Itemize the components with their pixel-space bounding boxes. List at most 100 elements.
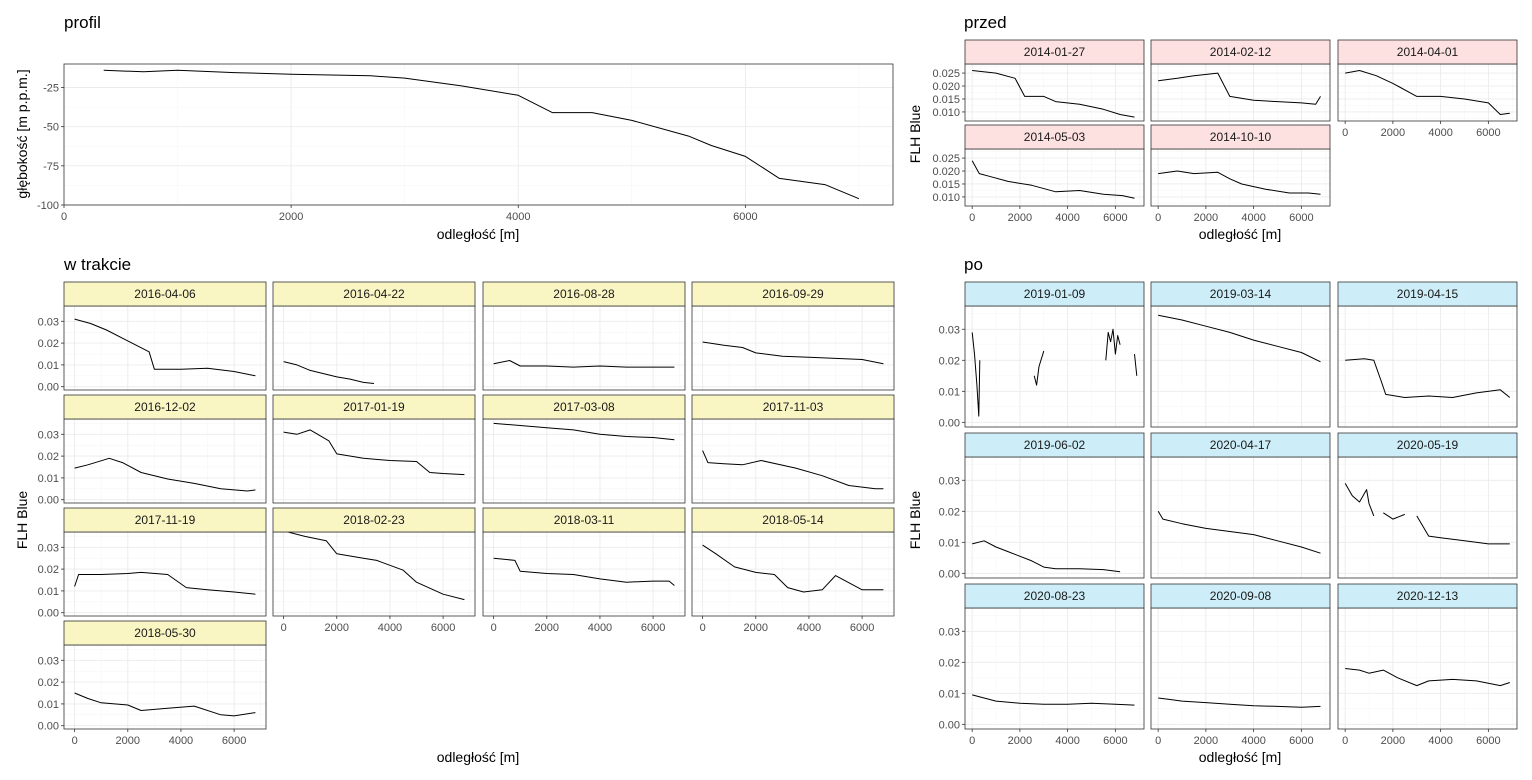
x-tick-label: 2000 bbox=[116, 735, 140, 747]
y-tick-label: 0.010 bbox=[932, 107, 960, 119]
facet-strip: 2016-08-28 bbox=[482, 281, 686, 307]
x-tick-label: 6000 bbox=[1103, 212, 1127, 224]
x-tick-label: 4000 bbox=[169, 735, 193, 747]
facet-panel: 2020-05-19 bbox=[1337, 432, 1518, 579]
strip-box bbox=[691, 507, 895, 533]
y-tick-label: 0.02 bbox=[939, 355, 960, 367]
panel-background bbox=[64, 306, 266, 390]
facet-strip: 2016-12-02 bbox=[63, 394, 267, 420]
x-tick-label: 6000 bbox=[641, 622, 665, 634]
x-tick-label: 6000 bbox=[1289, 735, 1313, 747]
panel-background bbox=[1338, 608, 1517, 729]
strip-label: 2017-11-03 bbox=[763, 400, 824, 414]
y-tick-label: 0.00 bbox=[38, 608, 59, 620]
facet-strip: 2016-04-06 bbox=[63, 281, 267, 307]
y-tick-label: -75 bbox=[43, 161, 59, 173]
facet-panel: 2018-05-14 0 2000 4000 6000 bbox=[691, 507, 895, 634]
facet-strip: 2014-10-10 bbox=[1150, 124, 1331, 150]
strip-label: 2018-03-11 bbox=[554, 513, 615, 527]
chart-title: po bbox=[964, 255, 983, 274]
y-tick-label: 0.00 bbox=[939, 417, 960, 429]
panel-background bbox=[1151, 608, 1330, 729]
x-tick-label: 2000 bbox=[1381, 127, 1405, 139]
series-line bbox=[1157, 511, 1321, 554]
y-axis-title: FLH Blue bbox=[907, 491, 923, 550]
y-tick-label: 0.03 bbox=[38, 655, 59, 667]
panel-background bbox=[692, 532, 894, 616]
series-line bbox=[493, 360, 675, 368]
strip-label: 2019-03-14 bbox=[1210, 287, 1272, 301]
x-tick-label: 0 bbox=[1342, 127, 1348, 139]
series-line bbox=[972, 70, 1135, 118]
strip-box bbox=[1337, 432, 1518, 458]
x-tick-label: 6000 bbox=[1476, 127, 1500, 139]
strip-box bbox=[691, 394, 895, 420]
facet-strip: 2014-01-27 bbox=[964, 39, 1145, 65]
facet-panel: 2018-02-23 0 2000 4000 6000 bbox=[272, 507, 476, 634]
series-line bbox=[702, 341, 884, 365]
y-tick-label: 0.01 bbox=[38, 360, 59, 372]
strip-label: 2016-09-29 bbox=[762, 287, 824, 301]
strip-box bbox=[482, 507, 686, 533]
x-tick-label: 4000 bbox=[378, 622, 402, 634]
series-line bbox=[1158, 170, 1321, 195]
strip-label: 2019-06-02 bbox=[1024, 438, 1086, 452]
series-line bbox=[283, 429, 465, 476]
facet-strip: 2020-05-19 bbox=[1337, 432, 1518, 458]
strip-label: 2020-08-23 bbox=[1024, 589, 1086, 603]
y-axis-title: głębokość [m p.p.m.] bbox=[14, 69, 30, 198]
y-tick-label: 0.02 bbox=[939, 506, 960, 518]
strip-box bbox=[482, 281, 686, 307]
chart-title: przed bbox=[964, 13, 1007, 32]
facet-strip: 2020-09-08 bbox=[1150, 583, 1331, 609]
x-tick-label: 0 bbox=[61, 211, 67, 223]
y-tick-label: 0.00 bbox=[38, 382, 59, 394]
x-tick-label: 6000 bbox=[222, 735, 246, 747]
y-tick-label: -25 bbox=[43, 83, 59, 95]
strip-label: 2016-04-22 bbox=[343, 287, 405, 301]
strip-label: 2016-08-28 bbox=[553, 287, 615, 301]
y-tick-label: 0.00 bbox=[38, 495, 59, 507]
y-tick-label: 0.02 bbox=[38, 338, 59, 350]
x-tick-label: 4000 bbox=[1428, 127, 1452, 139]
strip-box bbox=[1337, 583, 1518, 609]
facet-panel: 2014-10-10 0 2000 4000 6000 bbox=[1150, 124, 1331, 224]
series-line bbox=[74, 692, 256, 717]
strip-box bbox=[964, 432, 1145, 458]
facet-panel: 2019-01-09 0.00 0.01 0.02 0.03 bbox=[939, 281, 1145, 429]
series-line bbox=[1345, 358, 1511, 398]
y-tick-label: 0.02 bbox=[38, 451, 59, 463]
panel-background bbox=[273, 306, 475, 390]
facet-panel: 2020-04-17 bbox=[1150, 432, 1331, 579]
strip-box bbox=[272, 507, 476, 533]
strip-box bbox=[1150, 583, 1331, 609]
facet-strip: 2019-03-14 bbox=[1150, 281, 1331, 307]
x-tick-label: 4000 bbox=[1241, 212, 1265, 224]
series-line bbox=[972, 694, 1135, 706]
y-tick-label: 0.00 bbox=[939, 568, 960, 580]
strip-box bbox=[63, 281, 267, 307]
series-line bbox=[972, 540, 1121, 573]
chart-przed: przed2014-01-270.0100.0150.0200.0252014-… bbox=[907, 13, 1518, 242]
x-tick-label: 2000 bbox=[325, 622, 349, 634]
facet-panel: 2020-09-08 0 2000 4000 6000 bbox=[1150, 583, 1331, 747]
facet-strip: 2019-04-15 bbox=[1337, 281, 1518, 307]
strip-label: 2017-01-19 bbox=[343, 400, 405, 414]
panel-background bbox=[1151, 306, 1330, 427]
y-tick-label: 0.01 bbox=[939, 537, 960, 549]
y-tick-label: 0.010 bbox=[932, 192, 960, 204]
x-tick-label: 4000 bbox=[1055, 212, 1079, 224]
y-tick-label: 0.03 bbox=[939, 626, 960, 638]
x-tick-label: 4000 bbox=[588, 622, 612, 634]
chart-title: w trakcie bbox=[63, 255, 131, 274]
x-tick-label: 0 bbox=[72, 735, 78, 747]
series-line bbox=[285, 532, 465, 601]
facet-panel: 2016-09-29 bbox=[691, 281, 895, 391]
x-axis-title: odległość [m] bbox=[437, 749, 519, 765]
facet-strip: 2014-02-12 bbox=[1150, 39, 1331, 65]
panel-background bbox=[273, 419, 475, 503]
strip-box bbox=[272, 394, 476, 420]
y-tick-label: 0.02 bbox=[38, 564, 59, 576]
